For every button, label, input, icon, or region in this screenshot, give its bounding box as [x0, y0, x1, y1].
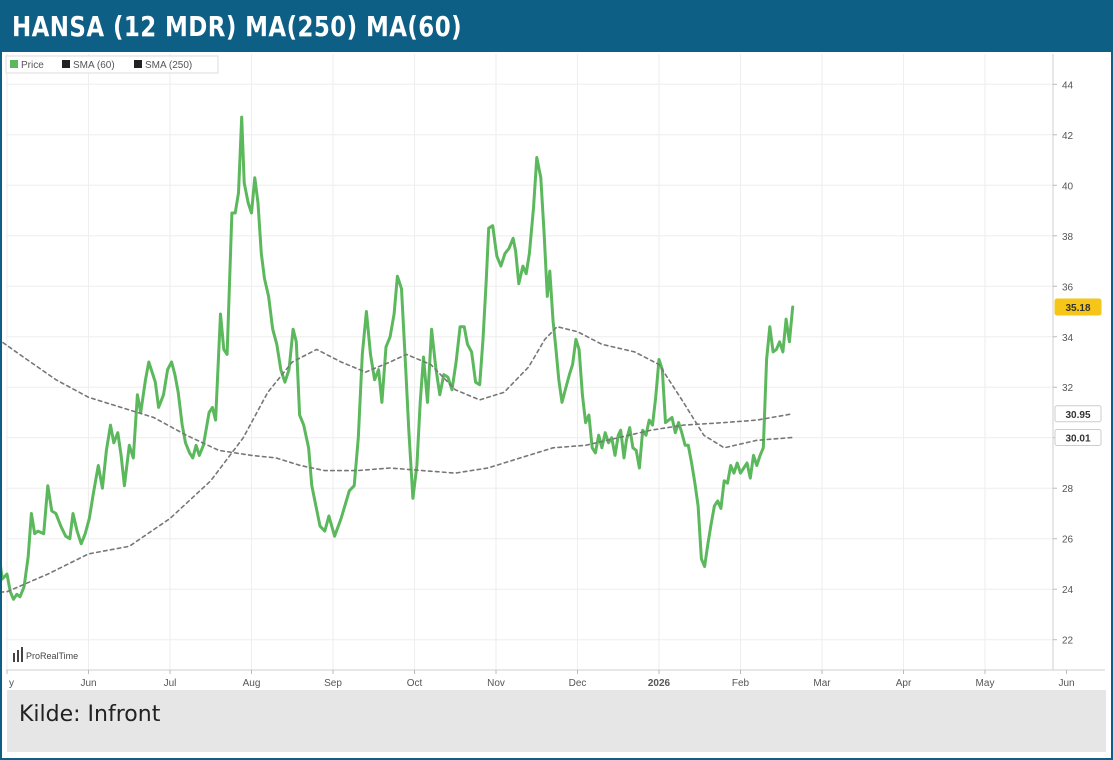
x-tick-label: May: [976, 678, 995, 688]
x-tick-label: Nov: [487, 678, 505, 688]
x-tick-label: Jun: [80, 678, 96, 688]
last-value-label: 30.01: [1054, 428, 1102, 446]
legend-label-sma-60: SMA (60): [73, 60, 115, 71]
legend-label-price: Price: [21, 60, 44, 71]
x-tick-label: Mar: [813, 678, 831, 688]
x-tick-label: 2026: [648, 678, 671, 688]
y-tick-label: 28: [1062, 484, 1074, 495]
y-tick-label: 34: [1062, 333, 1074, 344]
last-value-labels: 35.18 30.95 30.01: [1054, 298, 1102, 446]
grid: [6, 54, 1053, 670]
x-tick-label: Aug: [243, 678, 261, 688]
last-value-box: [1054, 405, 1102, 423]
last-value-label: 30.95: [1054, 405, 1102, 423]
series-line-sma-60: [0, 325, 794, 593]
x-tick-label: Oct: [407, 678, 423, 688]
y-tick-label: 32: [1062, 383, 1074, 394]
y-tick-label: 26: [1062, 535, 1074, 546]
source-footer: Kilde: Infront: [7, 690, 1106, 752]
x-axis-ticks: y Jun Jul Aug Sep Oct Nov Dec 2026 Feb Mar Apr May Ju…: [6, 670, 1075, 689]
x-tick-label: Jul: [164, 678, 177, 688]
y-tick-label: 38: [1062, 232, 1074, 243]
y-tick-label: 24: [1062, 585, 1074, 596]
y-tick-label: 40: [1062, 181, 1074, 192]
last-value-text: 30.95: [1065, 410, 1090, 421]
watermark-text: ProRealTime: [26, 651, 78, 661]
x-tick-label: Feb: [732, 678, 750, 688]
last-value-box: [1054, 298, 1102, 316]
x-tick-label: y: [9, 678, 14, 688]
watermark: ProRealTime: [13, 647, 78, 662]
legend: Price SMA (60) SMA (250): [5, 55, 219, 74]
x-tick-label: Dec: [569, 678, 587, 688]
legend-swatch-sma-250: [134, 60, 142, 68]
y-tick-label: 36: [1062, 282, 1074, 293]
series-line-sma-250: [0, 339, 794, 474]
legend-swatch-sma-60: [62, 60, 70, 68]
series-lines: [0, 115, 795, 601]
y-axis-ticks: 222426283032343638404244: [1053, 80, 1074, 647]
y-tick-label: 22: [1062, 636, 1074, 647]
chart-title: HANSA (12 MDR) MA(250) MA(60): [12, 10, 462, 43]
chart-area: 222426283032343638404244 yJunJulAugSepOc…: [0, 52, 1111, 689]
last-value-text: 30.01: [1065, 433, 1090, 444]
last-value-box: [1054, 428, 1102, 446]
price-chart: 222426283032343638404244 yJunJulAugSepOc…: [0, 54, 1105, 689]
last-value-text: 35.18: [1065, 303, 1090, 314]
source-label: Kilde: Infront: [19, 702, 161, 727]
legend-swatch-price: [10, 60, 18, 68]
series-line-price: [0, 115, 795, 601]
legend-label-sma-250: SMA (250): [145, 60, 192, 71]
y-tick-label: 42: [1062, 131, 1074, 142]
candlestick-icon: [13, 647, 23, 662]
x-tick-label: Apr: [896, 678, 912, 688]
last-value-label: 35.18: [1054, 298, 1102, 316]
header-bar: HANSA (12 MDR) MA(250) MA(60): [2, 2, 1111, 52]
x-tick-label: Sep: [324, 678, 342, 688]
y-tick-label: 44: [1062, 80, 1074, 91]
x-tick-label: Jun: [1058, 678, 1074, 688]
